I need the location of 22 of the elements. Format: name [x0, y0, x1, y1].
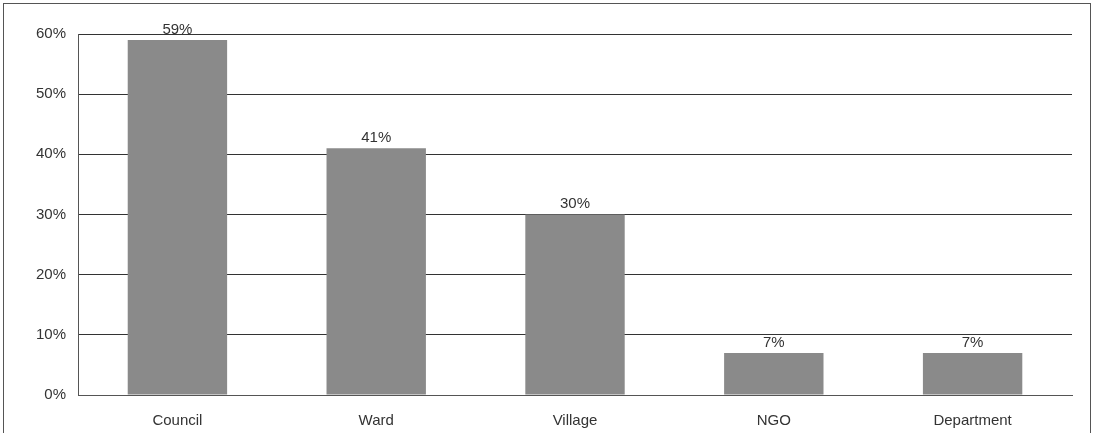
data-label: 30% [560, 194, 591, 212]
x-tick-label: Village [552, 411, 598, 429]
data-label: 59% [162, 19, 193, 37]
y-tick-label: 30% [35, 204, 67, 222]
bar [525, 214, 625, 395]
x-tick-label: Council [152, 411, 203, 429]
y-tick-label: 40% [35, 144, 67, 162]
bar [724, 352, 824, 395]
data-label: 41% [361, 127, 392, 145]
y-tick-label: 10% [35, 324, 67, 342]
x-tick-label: Ward [358, 411, 394, 429]
data-label: 7% [961, 332, 984, 350]
bar [127, 40, 228, 395]
y-tick-label: 50% [35, 84, 67, 102]
bar [922, 352, 1023, 395]
x-tick-label: NGO [756, 411, 791, 429]
y-tick-label: 0% [44, 385, 67, 403]
x-tick-label: Department [933, 411, 1013, 429]
bar [326, 148, 426, 395]
y-tick-label: 20% [35, 264, 67, 282]
y-tick-label: 60% [35, 24, 67, 42]
data-label: 7% [762, 332, 785, 350]
